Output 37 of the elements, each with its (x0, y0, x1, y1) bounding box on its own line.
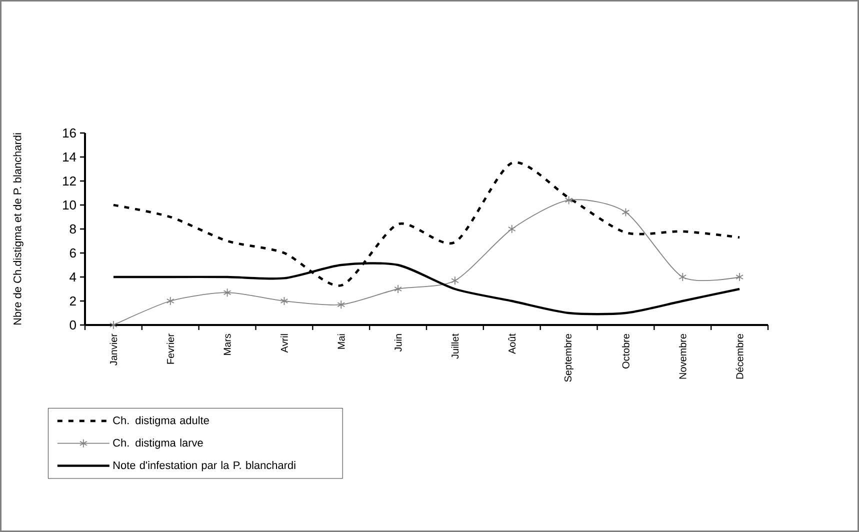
legend-label: Ch. distigma adulte (113, 416, 209, 426)
point (394, 284, 402, 294)
point (280, 296, 288, 306)
y-tick-label: 6 (70, 248, 76, 258)
x-tick-label: Janvier (110, 334, 118, 366)
point (508, 224, 516, 234)
legend-label: Ch. distigma larve (113, 438, 203, 449)
point (564, 196, 573, 205)
legend-label: Note d'infestation par la P. blanchardi (114, 461, 296, 472)
y-tick-label: 4 (70, 272, 76, 282)
x-tick-label: Novembre (678, 334, 686, 379)
x-tick-label: Juillet (451, 334, 459, 359)
x-tick-label: Mai (337, 334, 345, 349)
point (736, 272, 744, 282)
y-axis-title: Nbre de Ch.distigma et de P. blanchardi (13, 133, 24, 325)
y-tick-label: 10 (63, 200, 76, 210)
y-tick-label: 16 (63, 128, 76, 138)
x-tick-label: Octobre (622, 334, 630, 368)
y-tick-label: 2 (70, 296, 76, 306)
point (110, 320, 118, 330)
x-tick-label: Août (508, 334, 516, 354)
x-tick-label: Fevrier (166, 334, 174, 364)
x-tick-label: Septembre (564, 334, 574, 382)
point (337, 300, 346, 310)
y-tick-label: 8 (70, 224, 76, 234)
point (451, 276, 459, 286)
point (223, 288, 232, 298)
point (622, 208, 630, 217)
x-tick-label: Mars (224, 334, 231, 355)
x-tick-label: Décembre (736, 334, 744, 379)
x-tick-label: Juin (394, 334, 402, 352)
y-tick-label: 12 (63, 176, 76, 186)
point (166, 296, 174, 306)
point (678, 272, 687, 282)
y-tick-label: 0 (70, 320, 76, 330)
y-tick-label: 14 (63, 152, 76, 162)
x-tick-label: Avril (280, 334, 288, 353)
